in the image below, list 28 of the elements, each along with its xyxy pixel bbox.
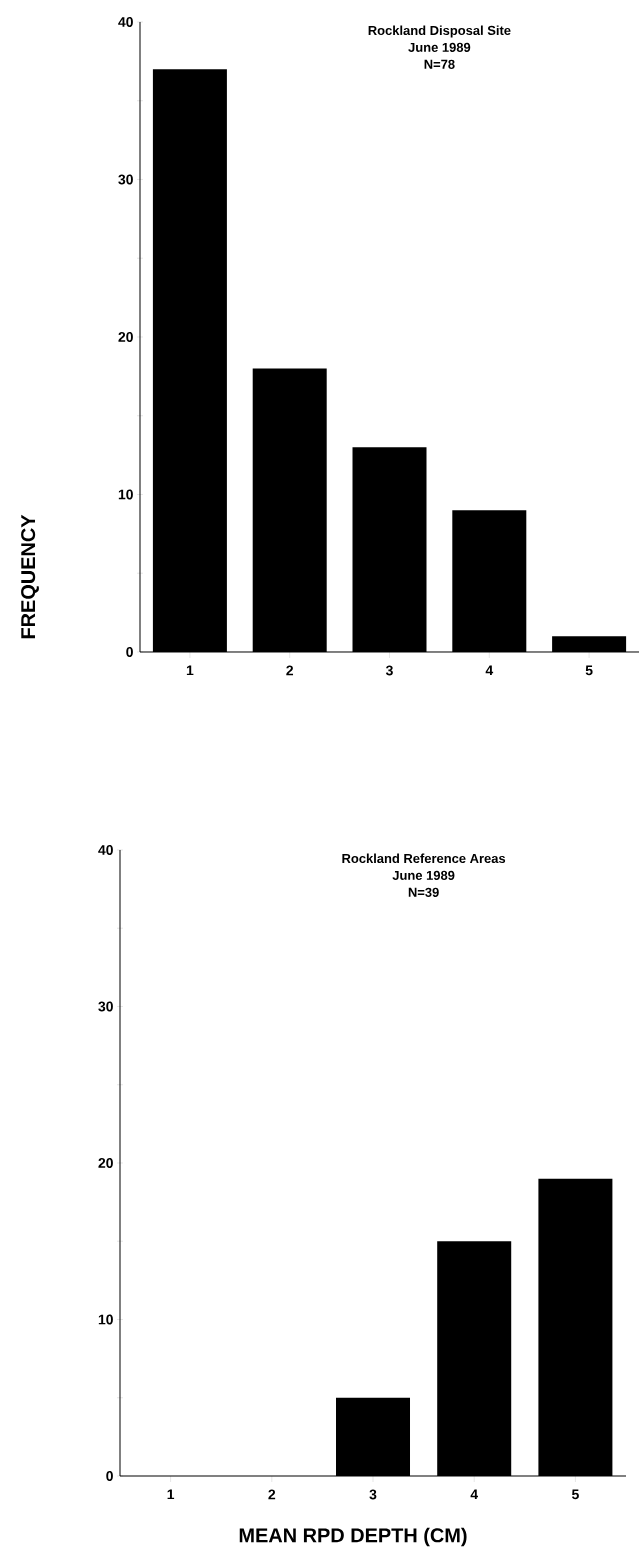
chart-title: Rockland Reference Areas [342,853,506,864]
x-tick-label: 5 [585,665,593,676]
y-tick-label: 30 [118,174,134,185]
y-axis-title: FREQUENCY [21,514,40,639]
y-tick-label: 20 [118,332,134,342]
y-tick-label: 0 [126,647,134,657]
x-tick-label: 1 [187,665,194,676]
x-tick-label: 2 [268,1489,276,1500]
y-tick-label: 10 [119,489,134,500]
x-tick-label: 4 [485,665,494,676]
x-tick-label: 2 [286,665,294,676]
x-tick-label: 1 [167,1489,175,1500]
y-tick-label: 10 [99,1314,114,1325]
y-tick-label: 30 [98,1001,114,1012]
text: June 1989 [408,42,471,52]
annotation: N=39 [409,887,440,897]
chart-title: Rockland Disposal Site [368,25,511,38]
y-tick-label: 40 [98,845,114,855]
x-tick-label: 4 [470,1489,479,1500]
y-tick-label: 0 [106,1471,114,1481]
x-tick-label: 3 [386,665,394,676]
y-tick-label: 20 [98,1158,114,1168]
annotation: N=78 [424,59,455,69]
x-tick-label: 5 [572,1489,580,1500]
text: June 1989 [392,870,455,880]
x-axis-title: MEAN RPD DEPTH (CM) [240,1527,467,1547]
x-tick-label: 3 [369,1489,377,1500]
y-tick-label: 40 [118,17,134,27]
